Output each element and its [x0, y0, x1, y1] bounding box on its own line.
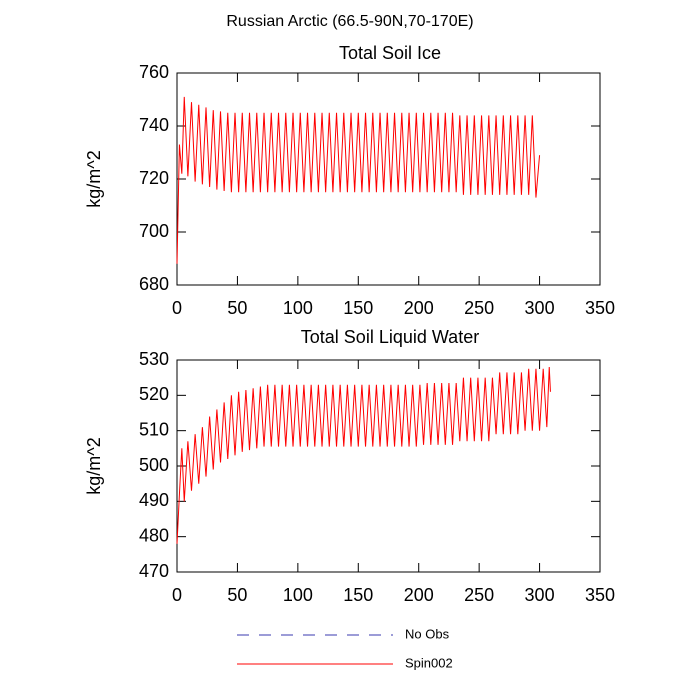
y-tick-label: 680: [139, 274, 169, 294]
x-tick-label: 250: [464, 298, 494, 318]
y-tick-label: 480: [139, 525, 169, 545]
chart-title: Total Soil Liquid Water: [301, 327, 479, 347]
y-tick-label: 500: [139, 455, 169, 475]
y-tick-label: 740: [139, 115, 169, 135]
y-tick-label: 510: [139, 419, 169, 439]
data-line: [176, 96, 541, 264]
y-tick-label: 720: [139, 168, 169, 188]
x-tick-label: 50: [227, 298, 247, 318]
legend-label: Spin002: [405, 655, 453, 670]
y-axis-label: kg/m^2: [84, 150, 104, 207]
y-tick-label: 470: [139, 561, 169, 581]
data-line: [176, 367, 551, 544]
legend-label: No Obs: [405, 626, 450, 641]
plot-frame: [176, 72, 601, 286]
x-tick-label: 0: [172, 298, 182, 318]
x-tick-label: 50: [227, 585, 247, 605]
x-tick-label: 350: [585, 298, 615, 318]
y-axis-label: kg/m^2: [84, 437, 104, 494]
x-tick-label: 100: [283, 585, 313, 605]
x-tick-label: 100: [283, 298, 313, 318]
chart-title: Total Soil Ice: [339, 43, 441, 63]
x-tick-label: 200: [404, 298, 434, 318]
x-tick-label: 0: [172, 585, 182, 605]
x-tick-label: 250: [464, 585, 494, 605]
y-tick-label: 760: [139, 62, 169, 82]
y-tick-label: 530: [139, 349, 169, 369]
x-tick-label: 200: [404, 585, 434, 605]
y-tick-label: 520: [139, 384, 169, 404]
plot-frame: [176, 359, 601, 573]
x-tick-label: 150: [343, 298, 373, 318]
y-tick-label: 490: [139, 490, 169, 510]
x-tick-label: 150: [343, 585, 373, 605]
page-title: Russian Arctic (66.5-90N,70-170E): [226, 13, 473, 30]
x-tick-label: 350: [585, 585, 615, 605]
x-tick-label: 300: [525, 585, 555, 605]
x-tick-label: 300: [525, 298, 555, 318]
y-tick-label: 700: [139, 221, 169, 241]
